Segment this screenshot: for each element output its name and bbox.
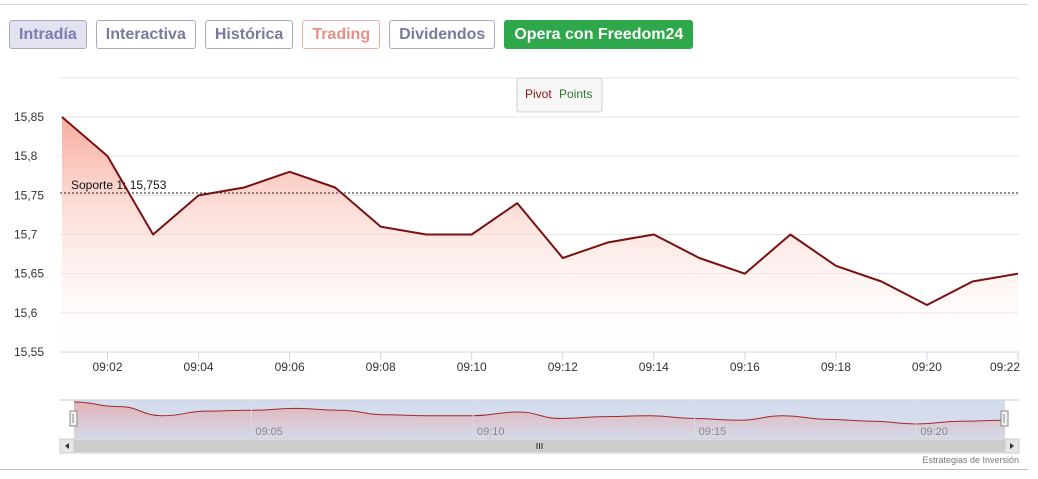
- y-tick-label: 15,65: [14, 267, 44, 281]
- price-series: [61, 116, 1019, 352]
- price-line[interactable]: [61, 116, 1019, 306]
- y-tick-label: 15,6: [14, 306, 38, 320]
- y-tick-label: 15,55: [14, 345, 44, 359]
- x-tick-label: 09:04: [184, 360, 214, 374]
- navigator-area: [74, 402, 1005, 438]
- y-axis: 15,85 15,8 15,75 15,7 15,65 15,6 15,55: [14, 110, 44, 359]
- navigator-line: [73, 401, 1006, 425]
- tab-intradia[interactable]: Intradía: [9, 20, 87, 49]
- pivot-points-legend[interactable]: Pivot Points: [516, 77, 603, 113]
- y-tick-label: 15,7: [14, 228, 38, 242]
- tab-historica[interactable]: Histórica: [204, 20, 294, 49]
- x-tick-label: 09:02: [93, 360, 123, 374]
- x-tick-label: 09:12: [548, 360, 578, 374]
- chart-tabs: Intradía Interactiva Histórica Trading D…: [9, 20, 694, 49]
- tab-trading[interactable]: Trading: [302, 20, 381, 49]
- y-tick-label: 15,75: [14, 188, 44, 202]
- x-tick-label: 09:16: [730, 360, 760, 374]
- support-label: Soporte 1: 15,753: [71, 178, 167, 192]
- x-tick-label: 09:10: [457, 360, 487, 374]
- navigator-tick-label: 09:05: [255, 426, 283, 438]
- scrollbar-grip-icon: [536, 443, 543, 449]
- x-tick-label: 09:22: [990, 360, 1020, 374]
- legend-pivot-label: Pivot: [525, 87, 552, 101]
- x-tick-label: 09:06: [275, 360, 305, 374]
- navigator-tick-label: 09:20: [920, 426, 948, 438]
- y-tick-label: 15,85: [14, 110, 44, 124]
- opera-freedom24-button[interactable]: Opera con Freedom24: [504, 20, 694, 49]
- x-axis: 09:02 09:04 09:06 09:08 09:10 09:12 09:14 09:16…: [60, 351, 1020, 374]
- svg-text:Pivot Points: Pivot Points: [525, 87, 592, 101]
- navigator-tick-label: 09:15: [699, 426, 727, 438]
- scrollbar[interactable]: [59, 438, 1020, 454]
- navigator-series: [73, 401, 1006, 438]
- navigator-labels: 09:05 09:10 09:15 09:20: [250, 400, 948, 439]
- x-tick-label: 09:14: [639, 360, 669, 374]
- scroll-right-arrow-icon: [1010, 443, 1014, 449]
- credit-label: Estrategias de Inversión: [922, 455, 1019, 465]
- scroll-left-arrow-icon: [65, 443, 69, 449]
- navigator-tick-label: 09:10: [477, 426, 505, 438]
- bottom-divider: [0, 469, 1028, 470]
- x-tick-label: 09:18: [821, 360, 851, 374]
- tab-interactiva[interactable]: Interactiva: [95, 20, 196, 49]
- y-tick-label: 15,8: [14, 149, 38, 163]
- x-tick-label: 09:20: [912, 360, 942, 374]
- navigator[interactable]: 09:05 09:10 09:15 09:20: [60, 399, 1019, 439]
- legend-points-label: Points: [559, 87, 592, 101]
- x-tick-label: 09:08: [366, 360, 396, 374]
- top-divider: [0, 4, 1028, 5]
- tab-dividendos[interactable]: Dividendos: [389, 20, 496, 49]
